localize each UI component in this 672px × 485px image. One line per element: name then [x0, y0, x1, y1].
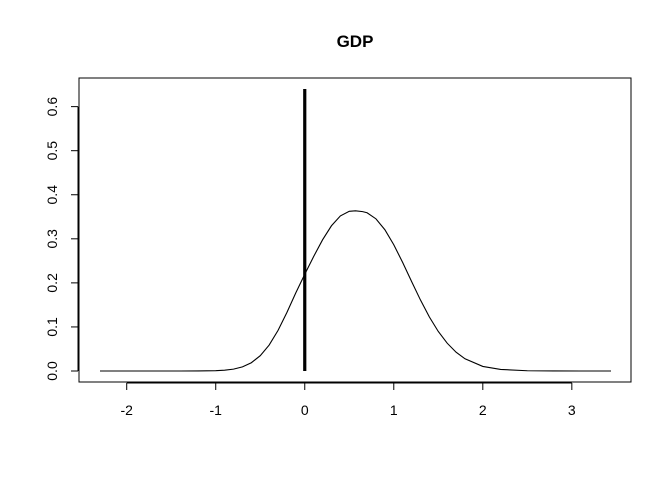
density-curve	[100, 210, 611, 372]
y-axis: 0.0 0.1 0.2 0.3 0.4 0.5 0.6	[44, 97, 79, 381]
x-tick-label: 0	[301, 402, 309, 418]
y-tick-label: 0.5	[44, 141, 60, 161]
y-tick-label: 0.0	[44, 361, 60, 381]
x-tick-label: -2	[120, 402, 133, 418]
y-tick-label: 0.1	[44, 317, 60, 337]
x-axis: -2 -1 0 1 2 3	[120, 382, 576, 418]
plot-frame	[78, 77, 632, 383]
x-tick-label: 2	[479, 402, 487, 418]
y-tick-label: 0.4	[44, 185, 60, 205]
plot-area	[100, 89, 611, 372]
x-tick-label: -1	[210, 402, 223, 418]
x-tick-label: 3	[568, 402, 576, 418]
y-tick-label: 0.2	[44, 273, 60, 293]
x-tick-label: 1	[390, 402, 398, 418]
y-tick-label: 0.3	[44, 229, 60, 249]
y-tick-label: 0.6	[44, 97, 60, 117]
chart-title: GDP	[337, 32, 374, 51]
